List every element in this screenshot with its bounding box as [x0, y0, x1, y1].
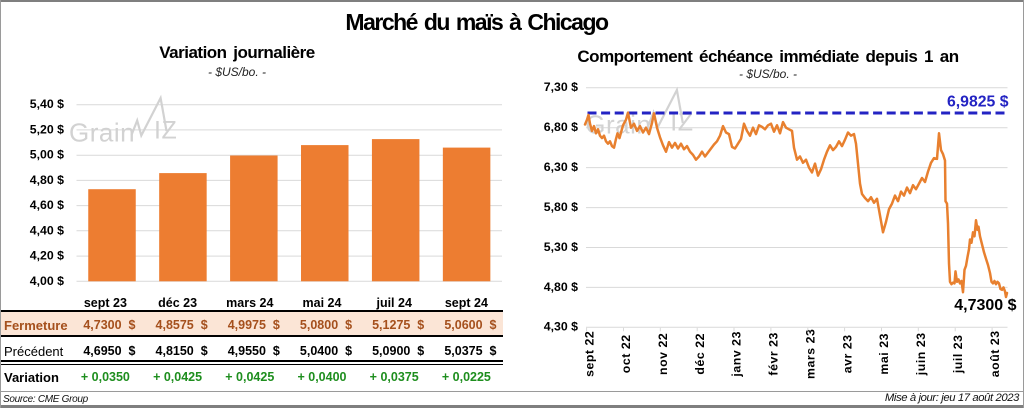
svg-text:janv 23: janv 23: [730, 331, 744, 378]
svg-text:mars 23: mars 23: [804, 329, 818, 379]
svg-text:nov 22: nov 22: [656, 333, 670, 375]
svg-text:5,00 $: 5,00 $: [30, 148, 64, 162]
svg-text:mai 23: mai 23: [877, 333, 891, 375]
svg-text:juil 23: juil 23: [951, 334, 965, 374]
svg-text:févr 23: févr 23: [767, 332, 781, 376]
svg-text:7,30 $: 7,30 $: [544, 80, 578, 94]
svg-text:4,20 $: 4,20 $: [30, 249, 64, 263]
svg-text:5,30 $: 5,30 $: [544, 240, 578, 254]
svg-text:IZ: IZ: [670, 109, 693, 137]
svg-text:IZ: IZ: [154, 117, 177, 145]
svg-text:4,40 $: 4,40 $: [30, 223, 64, 237]
svg-text:5,80 $: 5,80 $: [544, 200, 578, 214]
svg-text:6,30 $: 6,30 $: [544, 160, 578, 174]
svg-text:6,80 $: 6,80 $: [544, 120, 578, 134]
svg-text:5,20 $: 5,20 $: [30, 122, 64, 136]
svg-text:4,7300 $: 4,7300 $: [954, 297, 1016, 314]
svg-text:Grain: Grain: [69, 118, 135, 148]
svg-text:août 23: août 23: [988, 330, 1002, 377]
svg-text:déc 22: déc 22: [693, 333, 707, 375]
svg-text:5,40 $: 5,40 $: [30, 97, 64, 111]
svg-text:4,80 $: 4,80 $: [30, 173, 64, 187]
svg-text:sept 22: sept 22: [582, 331, 596, 377]
svg-text:4,00 $: 4,00 $: [30, 274, 64, 288]
svg-text:6,9825 $: 6,9825 $: [947, 94, 1009, 111]
svg-text:4,60 $: 4,60 $: [30, 198, 64, 212]
svg-text:juin 23: juin 23: [914, 332, 928, 376]
svg-text:oct 22: oct 22: [619, 334, 633, 373]
svg-text:4,30 $: 4,30 $: [544, 320, 578, 334]
svg-text:avr 23: avr 23: [840, 334, 854, 373]
svg-text:4,80 $: 4,80 $: [544, 280, 578, 294]
